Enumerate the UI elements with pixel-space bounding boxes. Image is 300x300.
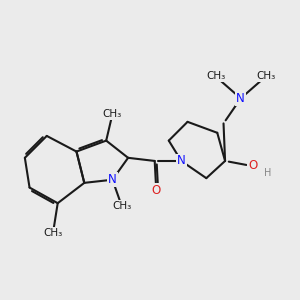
Text: H: H: [264, 167, 271, 178]
Text: O: O: [152, 184, 161, 197]
Text: CH₃: CH₃: [206, 71, 225, 82]
Text: CH₃: CH₃: [112, 201, 131, 211]
Text: CH₃: CH₃: [256, 71, 275, 82]
Text: CH₃: CH₃: [44, 228, 63, 238]
Text: N: N: [108, 173, 117, 186]
Text: N: N: [236, 92, 245, 105]
Text: N: N: [177, 154, 186, 167]
Text: O: O: [248, 158, 257, 172]
Text: CH₃: CH₃: [103, 109, 122, 119]
